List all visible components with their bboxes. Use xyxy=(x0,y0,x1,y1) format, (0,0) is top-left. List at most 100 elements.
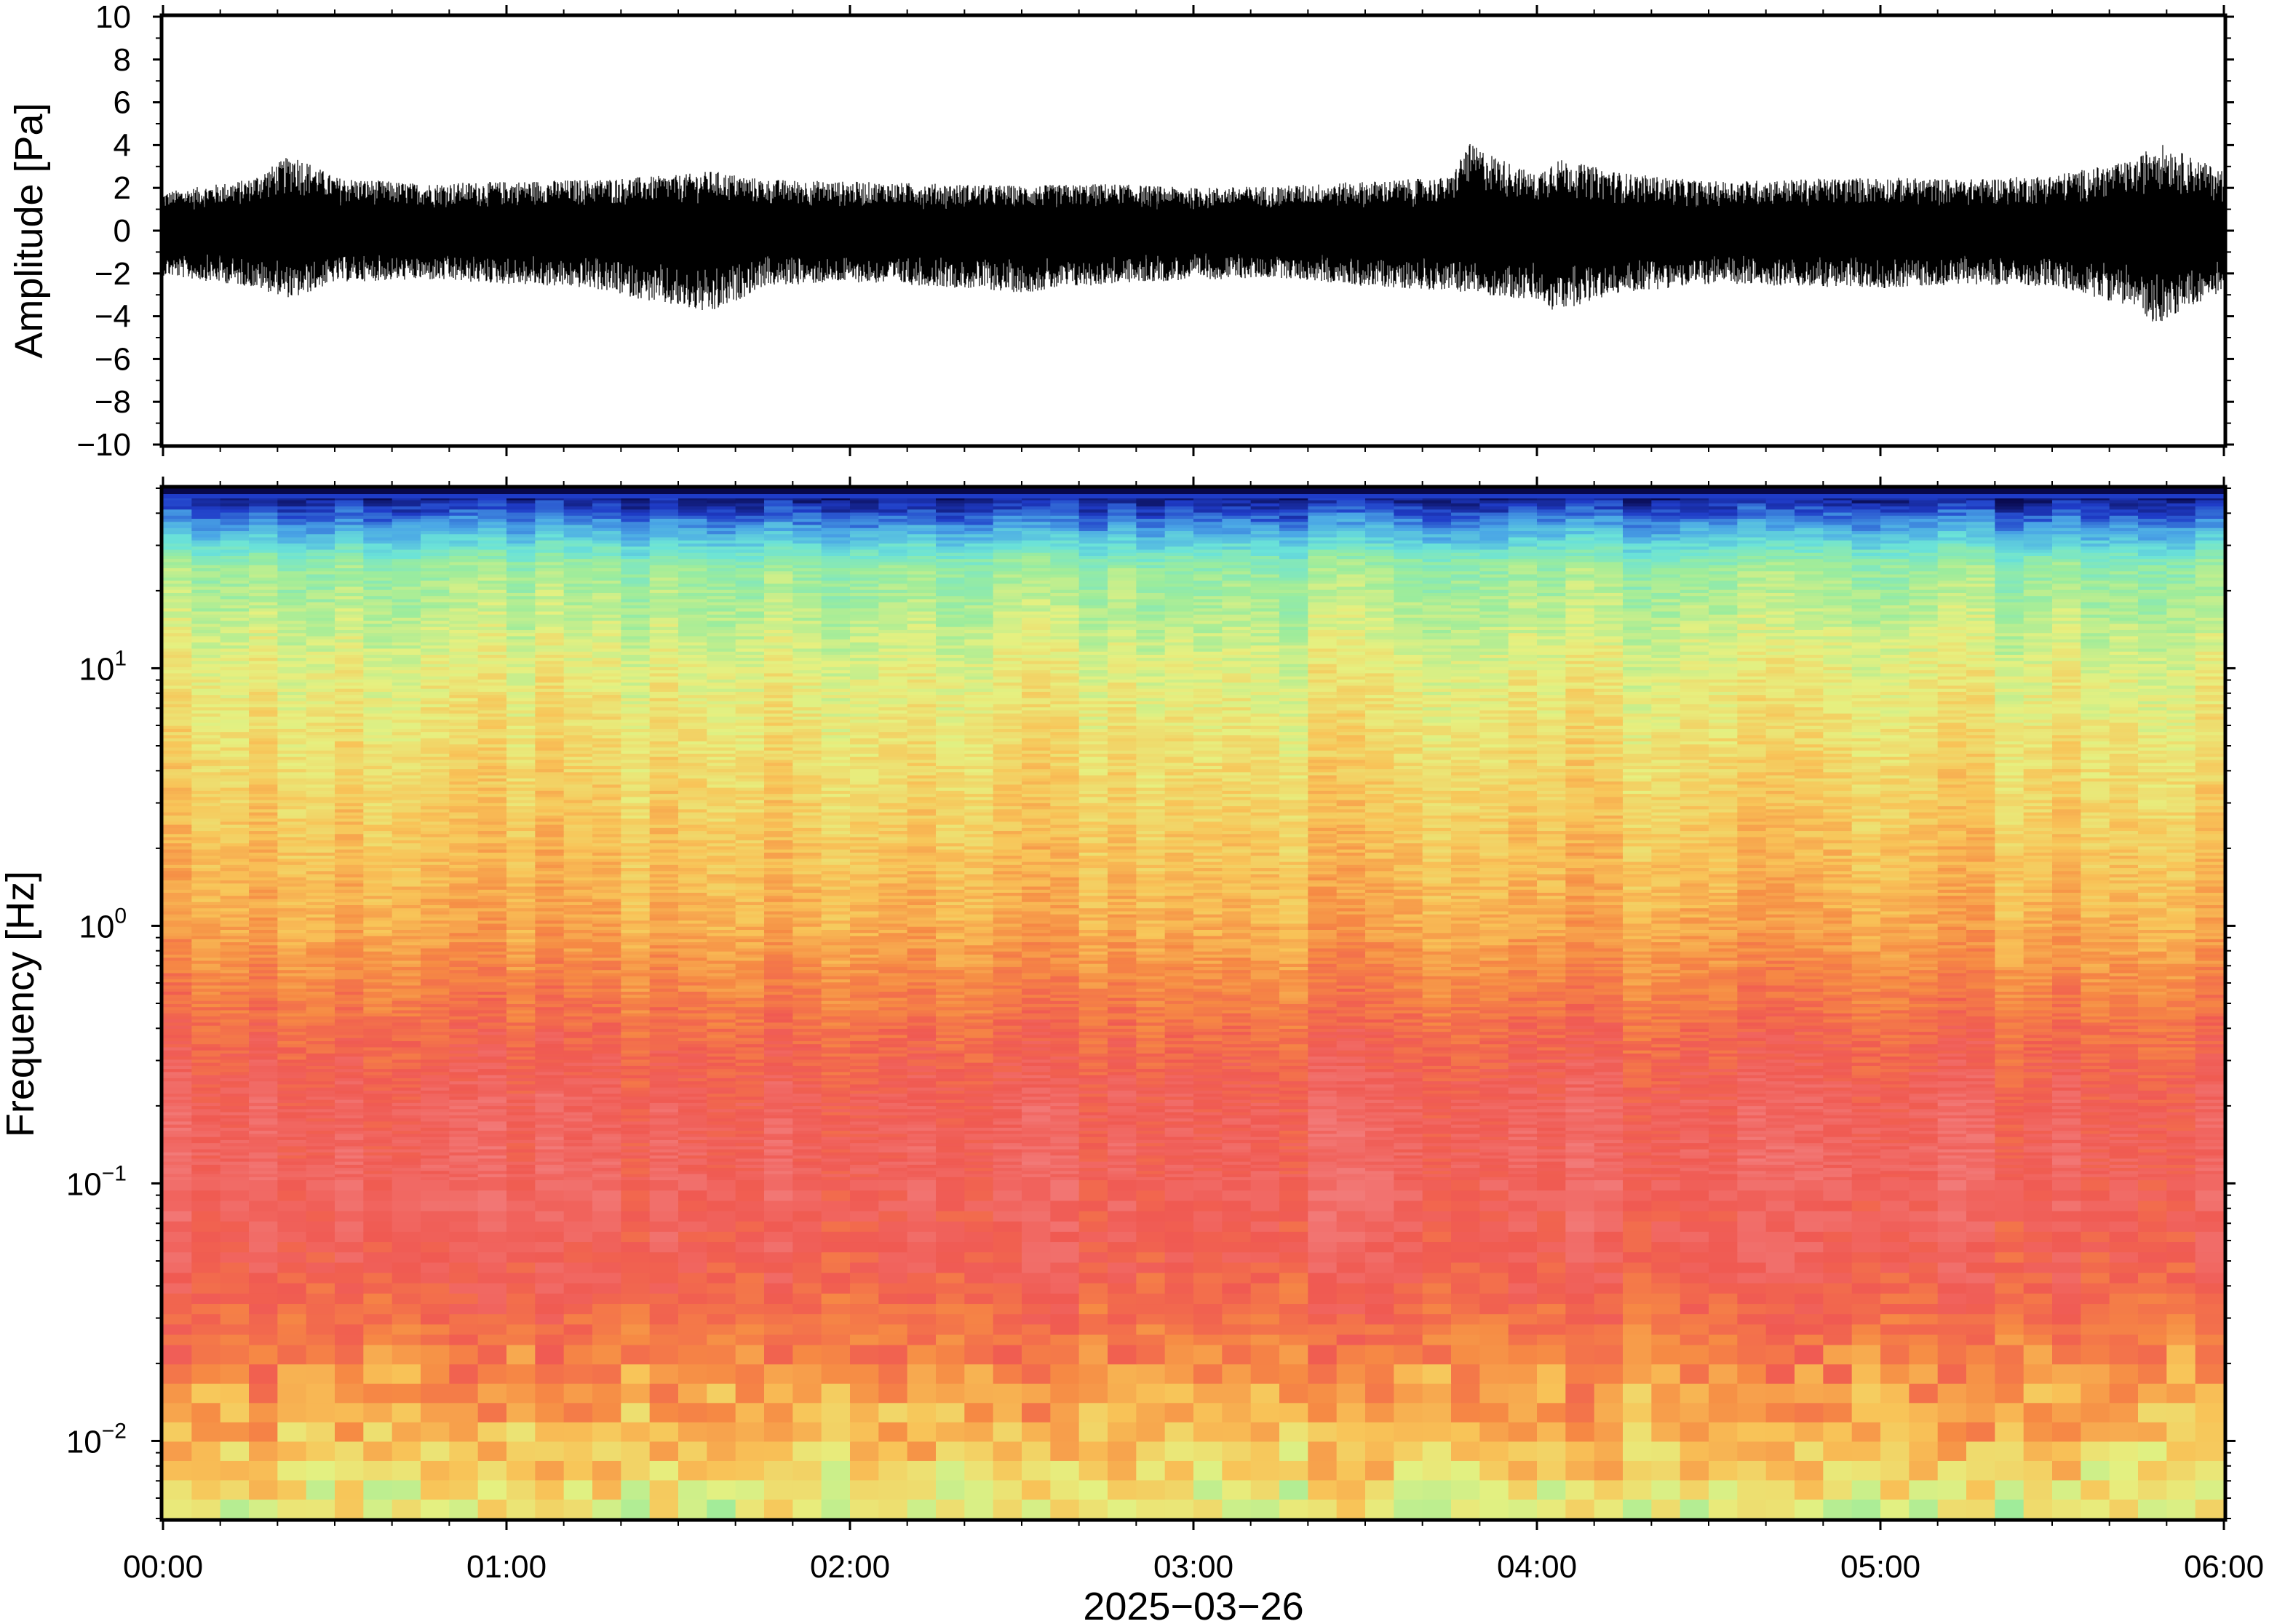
spectrogram-cell xyxy=(2081,1093,2110,1097)
spectrogram-cell xyxy=(1365,1065,1395,1070)
spectrogram-cell xyxy=(1422,1283,1452,1294)
spectrogram-cell xyxy=(821,1124,851,1128)
spectrogram-cell xyxy=(277,1149,307,1153)
spectrogram-cell xyxy=(1737,1050,1767,1054)
spectrogram-cell xyxy=(964,1121,994,1125)
spectrogram-cell xyxy=(1823,1293,1853,1305)
spectrogram-cell xyxy=(2023,1324,2053,1335)
spectrogram-cell xyxy=(163,1080,193,1085)
spectrogram-cell xyxy=(249,1090,279,1094)
spectrogram-cell xyxy=(1422,1173,1452,1177)
spectrogram-cell xyxy=(850,1065,880,1070)
spectrogram-cell xyxy=(1078,1177,1108,1181)
spectrogram-cell xyxy=(1078,1142,1108,1147)
spectrogram-cell xyxy=(678,1221,708,1232)
spectrogram-cell xyxy=(1394,1062,1423,1066)
spectrogram-cell xyxy=(1136,1262,1166,1273)
spectrogram-cell xyxy=(1537,1231,1567,1243)
spectrogram-cell xyxy=(1479,1460,1509,1481)
spectrogram-cell xyxy=(1995,1177,2024,1181)
spectrogram-cell xyxy=(306,1046,335,1051)
spectrogram-cell xyxy=(1594,1137,1624,1140)
spectrogram-cell xyxy=(678,1190,708,1201)
spectrogram-cell xyxy=(1651,1068,1681,1072)
spectrogram-cell xyxy=(1308,1164,1338,1169)
spectrogram-cell xyxy=(249,1422,279,1442)
spectrogram-cell xyxy=(1537,1137,1567,1140)
spectrogram-cell xyxy=(191,1149,221,1153)
spectrogram-cell xyxy=(1851,1345,1881,1365)
spectrogram-cell xyxy=(1365,1068,1395,1072)
spectrogram-cell xyxy=(1623,1059,1653,1063)
spectrogram-cell xyxy=(1022,1479,1052,1500)
spectrogram-cell xyxy=(477,1139,507,1144)
spectrogram-cell xyxy=(2081,1155,2110,1159)
spectrogram-cell xyxy=(335,1124,365,1128)
spectrogram-cell xyxy=(1250,1161,1280,1165)
spectrogram-cell xyxy=(1193,1152,1223,1156)
spectrogram-cell xyxy=(1709,1068,1738,1072)
spectrogram-cell xyxy=(878,1105,908,1110)
spectrogram-cell xyxy=(1651,1167,1681,1171)
spectrogram-cell xyxy=(1937,1364,1967,1384)
spectrogram-cell xyxy=(506,1062,536,1066)
spectrogram-cell xyxy=(1250,1099,1280,1103)
spectrogram-cell xyxy=(735,1152,765,1156)
spectrogram-cell xyxy=(1823,1324,1853,1335)
spectrogram-cell xyxy=(2195,1479,2224,1500)
spectrogram-cell xyxy=(1394,1145,1423,1150)
spectrogram-cell xyxy=(2052,1090,2082,1094)
spectrogram-cell xyxy=(821,1071,851,1075)
spectrogram-cell xyxy=(2195,1334,2224,1345)
spectrogram-cell xyxy=(477,1251,507,1263)
spectrogram-cell xyxy=(220,1124,250,1128)
spectrogram-cell xyxy=(707,1190,736,1201)
spectrogram-cell xyxy=(506,1142,536,1147)
spectrogram-cell xyxy=(621,1071,651,1075)
spectrogram-cell xyxy=(2081,1112,2110,1115)
spectrogram-cell xyxy=(1537,1152,1567,1156)
spectrogram-cell xyxy=(392,1065,421,1070)
spectrogram-cell xyxy=(1422,1083,1452,1088)
spectrogram-cell xyxy=(1709,1460,1738,1481)
spectrogram-cell xyxy=(1737,1334,1767,1345)
spectrogram-cell xyxy=(1851,1121,1881,1125)
spectrogram-cell xyxy=(477,1262,507,1273)
spectrogram-cell xyxy=(2195,1087,2224,1091)
spectrogram-cell xyxy=(1451,1303,1481,1315)
spectrogram-cell xyxy=(1880,1441,1910,1461)
spectrogram-cell xyxy=(277,1124,307,1128)
spectrogram-cell xyxy=(1909,1078,1939,1082)
spectrogram-cell xyxy=(907,1190,937,1201)
spectrogram-cell xyxy=(421,1170,450,1174)
spectrogram-cell xyxy=(1108,1115,1137,1119)
spectrogram-cell xyxy=(449,1161,479,1165)
spectrogram-cell xyxy=(1250,1283,1280,1294)
spectrogram-cell xyxy=(1422,1093,1452,1097)
spectrogram-cell xyxy=(2023,1078,2053,1082)
spectrogram-cell xyxy=(1795,1293,1824,1305)
spectrogram-cell xyxy=(1851,1050,1881,1054)
spectrogram-cell xyxy=(1737,1167,1767,1171)
spectrogram-cell xyxy=(1508,1170,1538,1174)
spectrogram-cell xyxy=(306,1050,335,1054)
spectrogram-cell xyxy=(1565,1441,1595,1461)
spectrogram-cell xyxy=(1651,1383,1681,1404)
spectrogram-cell xyxy=(1651,1221,1681,1232)
spectrogram-cell xyxy=(1250,1200,1280,1211)
spectrogram-cell xyxy=(2109,1105,2139,1110)
spectrogram-cell xyxy=(449,1149,479,1153)
spectrogram-cell xyxy=(1937,1118,1967,1122)
spectrogram-cell xyxy=(506,1083,536,1088)
spectrogram-cell xyxy=(421,1383,450,1404)
spectrogram-cell xyxy=(2023,1164,2053,1169)
spectrogram-cell xyxy=(421,1053,450,1057)
spectrogram-cell xyxy=(1365,1313,1395,1325)
spectrogram-cell xyxy=(1108,1068,1137,1072)
spectrogram-cell xyxy=(1851,1145,1881,1150)
spectrogram-cell xyxy=(1651,1121,1681,1125)
spectrogram-cell xyxy=(392,1050,421,1054)
spectrogram-cell xyxy=(421,1102,450,1107)
spectrogram-cell xyxy=(1422,1087,1452,1091)
spectrogram-cell xyxy=(1937,1152,1967,1156)
